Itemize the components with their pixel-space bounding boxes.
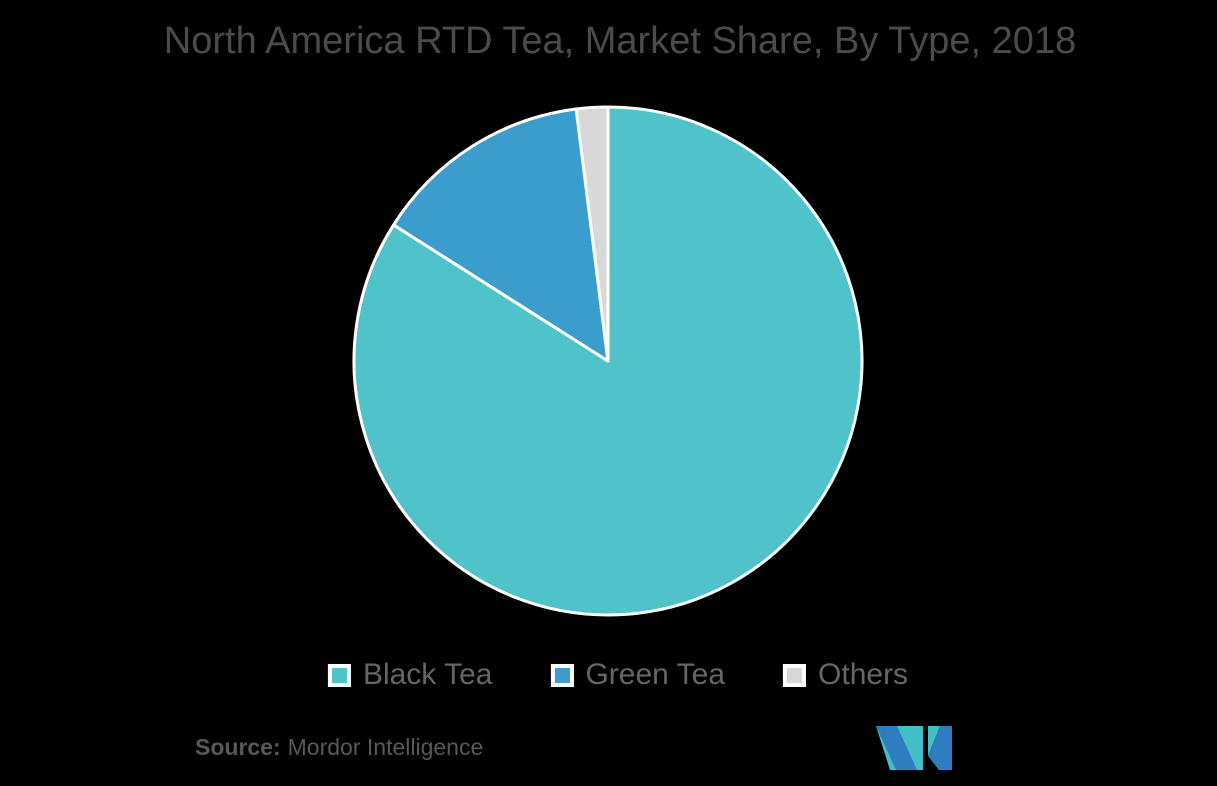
legend-swatch-black-tea [327, 663, 351, 687]
legend: Black Tea Green Tea Others [327, 658, 908, 691]
mordor-intelligence-logo [876, 726, 952, 770]
logo-blue-bar [928, 726, 952, 770]
pie-slice-others [574, 105, 610, 363]
pie-chart [348, 101, 868, 621]
source-text: Mordor Intelligence [287, 734, 484, 760]
pie-slice-green-tea [392, 107, 610, 363]
legend-swatch-green-tea [550, 663, 574, 687]
source-label: Source: [195, 734, 281, 760]
legend-swatch-others [783, 663, 807, 687]
legend-label-others: Others [818, 658, 909, 691]
chart-title: North America RTD Tea, Market Share, By … [163, 20, 1077, 62]
logo-blue-shape [876, 726, 917, 770]
legend-item-others: Others [783, 660, 908, 690]
legend-label-black-tea: Black Tea [362, 658, 493, 691]
legend-item-black-tea: Black Tea [327, 658, 493, 691]
source-note: Source: Mordor Intelligence [195, 734, 483, 761]
legend-item-green-tea: Green Tea [550, 660, 725, 690]
pie-chart-svg [352, 105, 864, 617]
legend-label-green-tea: Green Tea [585, 658, 726, 691]
